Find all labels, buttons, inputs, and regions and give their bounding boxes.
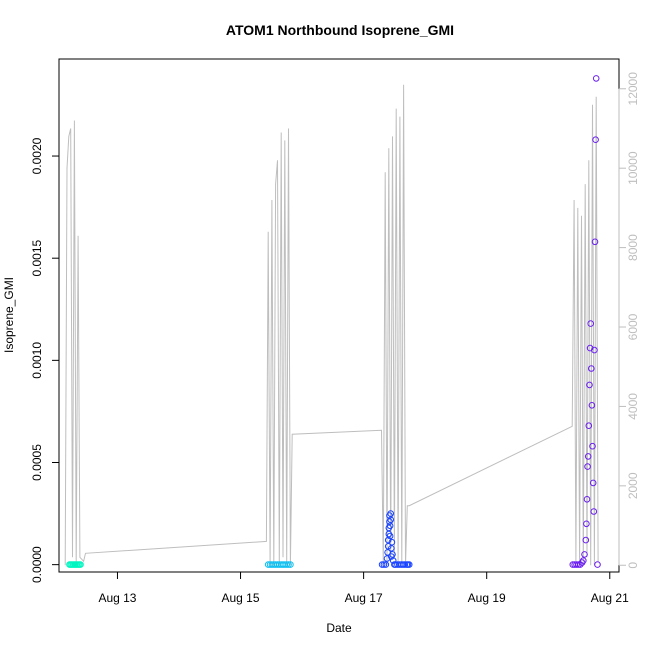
right-y-tick-label: 10000 [626, 151, 640, 185]
data-point-series-3 [382, 561, 390, 568]
right-y-tick-label: 6000 [626, 313, 640, 340]
x-tick-label: Aug 15 [222, 591, 260, 605]
data-point-series-4 [594, 561, 601, 568]
right-axis-line [64, 84, 599, 566]
data-point-series-3 [384, 536, 392, 544]
x-tick-label: Aug 17 [345, 591, 383, 605]
right-axis-series-line [64, 84, 599, 566]
x-tick-label: Aug 21 [591, 591, 629, 605]
data-point-series-4 [580, 557, 587, 564]
data-point-series-4 [582, 536, 590, 544]
data-point-series-4 [591, 238, 599, 246]
data-point-series-4 [585, 422, 593, 430]
y-tick-label: 0.0015 [30, 240, 44, 277]
data-point-series-2 [283, 561, 291, 568]
data-point-series-4 [588, 402, 596, 409]
data-point-series-1 [77, 561, 84, 568]
data-point-series-3 [386, 522, 394, 530]
data-point-series-3 [405, 561, 413, 568]
data-point-series-3 [388, 545, 395, 552]
data-point-series-2 [285, 561, 292, 568]
data-point-series-4 [576, 561, 584, 568]
data-point-series-4 [589, 479, 597, 487]
data-point-series-3 [399, 561, 407, 568]
data-point-series-4 [584, 463, 591, 470]
data-point-series-3 [388, 538, 396, 546]
y-axis: 0.0000 0.0005 0.0010 0.0015 0.0020 [30, 137, 60, 583]
data-point-series-4 [583, 520, 590, 528]
data-point-series-4 [584, 453, 592, 460]
x-tick-label: Aug 13 [98, 591, 136, 605]
data-point-series-3 [401, 561, 409, 568]
right-y-tick-label: 8000 [626, 234, 640, 261]
data-point-series-3 [386, 532, 394, 540]
data-point-series-4 [583, 496, 591, 503]
x-tick-label: Aug 19 [468, 591, 506, 605]
data-point-series-4 [588, 365, 595, 372]
plot-frame [58, 58, 620, 573]
x-axis-label: Date [326, 621, 352, 635]
y-tick-label: 0.0010 [30, 342, 44, 379]
data-point-series-2 [287, 561, 294, 568]
data-point-series-4 [591, 346, 598, 354]
data-point-series-4 [592, 75, 600, 82]
data-point-series-4 [586, 381, 593, 389]
x-axis: Aug 13 Aug 15 Aug 17 Aug 19 Aug 21 [98, 571, 629, 605]
data-point-series-3 [387, 516, 395, 524]
data-point-series-4 [573, 561, 580, 568]
data-point-series-3 [389, 551, 396, 558]
data-point-series-4 [592, 136, 599, 143]
y-tick-label: 0.0020 [30, 137, 44, 174]
y-tick-label: 0.0000 [30, 546, 44, 583]
data-point-series-3 [387, 510, 395, 517]
right-y-axis: 0 2000 4000 6000 8000 10000 12000 [618, 72, 640, 569]
y-tick-label: 0.0005 [30, 444, 44, 481]
data-points [66, 75, 601, 568]
data-point-series-3 [380, 561, 388, 568]
data-point-series-4 [575, 561, 582, 568]
chart-title: ATOM1 Northbound Isoprene_GMI [226, 22, 454, 38]
y-axis-label: Isoprene_GMI [2, 277, 16, 353]
right-y-tick-label: 0 [626, 562, 640, 569]
data-point-series-3 [378, 561, 386, 568]
right-y-tick-label: 2000 [626, 472, 640, 499]
data-point-series-4 [587, 320, 595, 327]
data-point-series-4 [581, 551, 588, 558]
right-y-tick-label: 4000 [626, 393, 640, 420]
right-y-tick-label: 12000 [626, 72, 640, 106]
data-point-series-4 [589, 442, 596, 450]
data-point-series-4 [590, 508, 598, 515]
